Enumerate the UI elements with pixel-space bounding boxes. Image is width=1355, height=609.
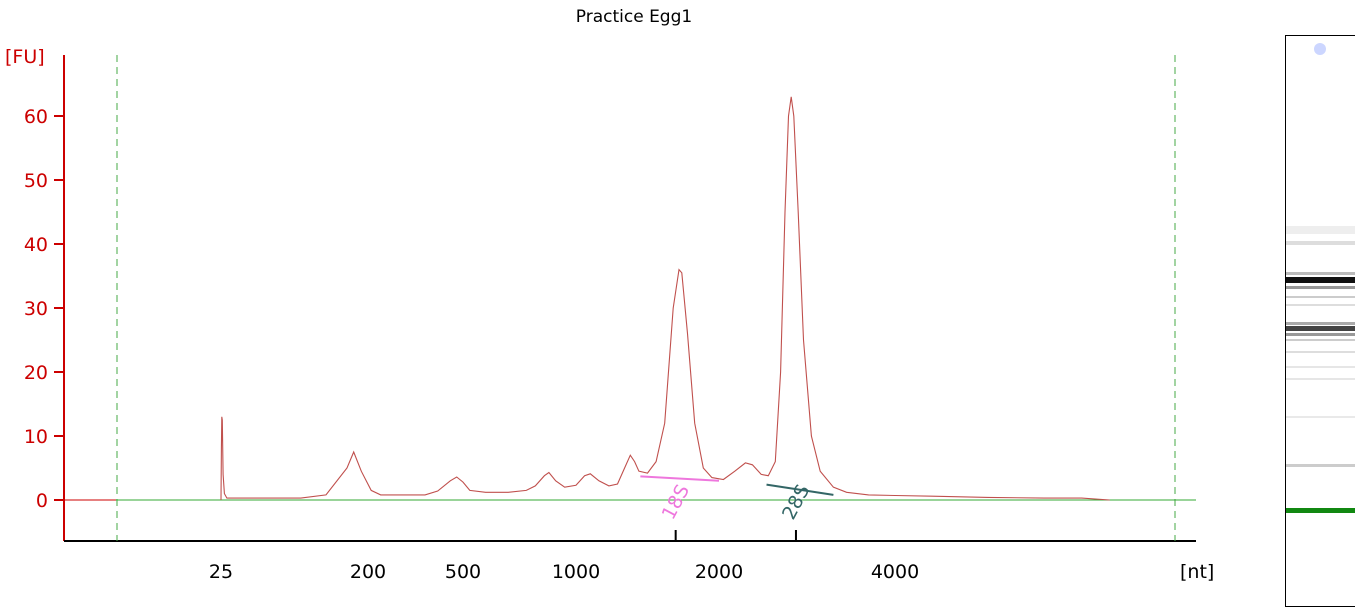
gel-band — [1286, 464, 1355, 467]
gel-band — [1286, 226, 1355, 234]
marker-line-28s — [766, 483, 834, 496]
x-axis: 25 200 500 1000 2000 4000 — [64, 540, 1196, 583]
gel-lane-image — [1285, 35, 1355, 607]
x-tick-label: 500 — [445, 561, 481, 583]
x-tick-label: 25 — [209, 561, 233, 583]
y-tick-label: 10 — [24, 426, 48, 448]
gel-band — [1286, 241, 1355, 245]
gel-lane-svg — [1286, 43, 1355, 513]
gel-band-28s — [1286, 277, 1355, 283]
gel-band — [1286, 351, 1355, 353]
marker-band — [1286, 508, 1355, 513]
x-tick-label: 200 — [350, 561, 386, 583]
gel-band — [1286, 366, 1355, 368]
gel-band — [1286, 339, 1355, 341]
x-tick-label: 1000 — [552, 561, 600, 583]
gel-band — [1286, 416, 1355, 418]
y-tick-label: 20 — [24, 362, 48, 384]
gel-band — [1286, 296, 1355, 298]
x-axis-label: [nt] — [1180, 561, 1214, 583]
gel-band — [1286, 378, 1355, 380]
gel-band — [1286, 286, 1355, 289]
x-tick-label: 2000 — [695, 561, 743, 583]
electropherogram-chart: Practice Egg1 [FU] [nt] 0 10 20 30 40 50 60 25… — [5, 7, 1214, 583]
y-tick-label: 40 — [24, 234, 48, 256]
chart-title: Practice Egg1 — [576, 7, 692, 27]
y-tick-label: 60 — [24, 106, 48, 128]
y-axis-label: [FU] — [5, 46, 45, 68]
marker-label-18s: 18S — [658, 481, 694, 523]
y-tick-label: 30 — [24, 298, 48, 320]
y-axis: 0 10 20 30 40 50 60 — [24, 55, 65, 541]
gel-band — [1286, 322, 1355, 325]
x-tick-label: 4000 — [871, 561, 919, 583]
electropherogram-trace — [220, 96, 1110, 501]
plot-area: 18S 28S — [54, 55, 1196, 541]
y-tick-label: 50 — [24, 170, 48, 192]
marker-dot-icon — [1314, 43, 1326, 55]
gel-band — [1286, 272, 1355, 275]
marker-line-18s — [640, 475, 720, 482]
gel-band — [1286, 333, 1355, 336]
gel-band — [1286, 304, 1355, 306]
y-tick-label: 0 — [36, 490, 48, 512]
gel-band-18s — [1286, 326, 1355, 331]
